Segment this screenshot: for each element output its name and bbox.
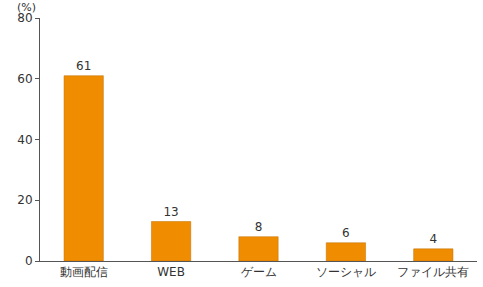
svg-text:ファイル共有: ファイル共有 <box>397 265 469 279</box>
svg-text:(%): (%) <box>17 1 36 14</box>
svg-text:ソーシャル: ソーシャル <box>316 265 376 279</box>
svg-text:60: 60 <box>17 72 32 86</box>
svg-text:0: 0 <box>25 254 33 268</box>
svg-text:6: 6 <box>342 226 350 240</box>
svg-text:8: 8 <box>255 220 263 234</box>
svg-text:80: 80 <box>17 11 32 25</box>
svg-text:WEB: WEB <box>157 265 185 279</box>
svg-text:ゲーム: ゲーム <box>241 265 277 279</box>
svg-text:4: 4 <box>429 232 437 246</box>
svg-text:動画配信: 動画配信 <box>60 265 108 279</box>
svg-text:40: 40 <box>17 133 32 147</box>
svg-text:13: 13 <box>163 205 178 219</box>
svg-text:20: 20 <box>17 193 32 207</box>
svg-text:61: 61 <box>76 59 91 73</box>
